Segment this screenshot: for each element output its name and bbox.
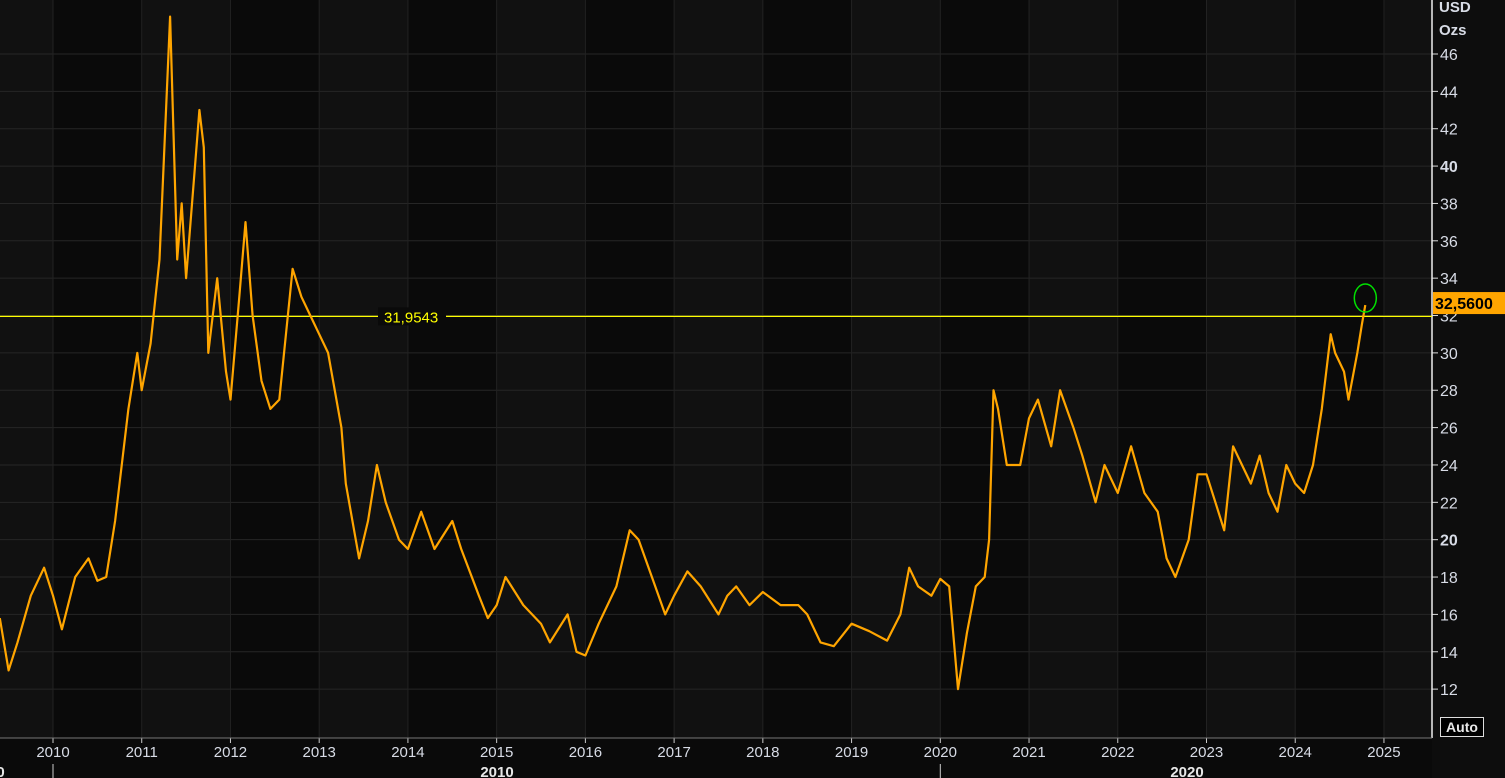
x-tick-label: 2015: [480, 744, 513, 761]
x-tick-label: 2016: [569, 744, 602, 761]
reference-label: 31,9543: [384, 309, 438, 326]
x-tick-label: 2024: [1279, 744, 1312, 761]
x-tick-label: 2021: [1012, 744, 1045, 761]
year-band: [0, 0, 53, 738]
year-band: [1206, 0, 1296, 738]
x-tick-label: 2014: [391, 744, 424, 761]
year-band: [851, 0, 941, 738]
y-tick-label: 46: [1440, 47, 1458, 64]
y-tick-label: 30: [1440, 346, 1458, 363]
last-point-marker: [1353, 283, 1378, 313]
auto-scale-button[interactable]: Auto: [1440, 717, 1484, 737]
year-band: [407, 0, 497, 738]
x-tick-label: 2022: [1101, 744, 1134, 761]
y-tick-label: 24: [1440, 458, 1458, 475]
y-tick-label: 18: [1440, 570, 1458, 587]
year-band: [53, 0, 142, 738]
year-band: [496, 0, 586, 738]
year-band: [762, 0, 852, 738]
y-tick-label: 42: [1440, 122, 1458, 139]
y-tick-label: 36: [1440, 234, 1458, 251]
x-tick-label: 2017: [657, 744, 690, 761]
x-tick-label: 2023: [1190, 744, 1223, 761]
last-value-label: 32,5600: [1435, 296, 1493, 313]
y-tick-label: 38: [1440, 196, 1458, 213]
year-band: [1295, 0, 1384, 738]
y-tick-label: 22: [1440, 495, 1458, 512]
x-tick-label: 2012: [214, 744, 247, 761]
reference-label-bg: [378, 307, 446, 326]
x-tick-label: 2011: [126, 744, 158, 761]
x-tick-label: 2019: [835, 744, 868, 761]
y-tick-label: 20: [1440, 533, 1458, 550]
y-tick-label: 26: [1440, 421, 1458, 438]
year-band: [1117, 0, 1207, 738]
x-tick-label: 2018: [746, 744, 779, 761]
unit-label: USD: [1439, 0, 1471, 16]
axis-panel: [1432, 0, 1505, 778]
y-tick-label: 28: [1440, 383, 1458, 400]
decade-label: 2010: [480, 764, 513, 778]
last-value-badge: [1433, 292, 1505, 315]
year-band: [674, 0, 763, 738]
decade-label: 2020: [1170, 764, 1203, 778]
year-band: [1029, 0, 1118, 738]
unit-label: Ozs: [1439, 22, 1467, 39]
y-tick-label: 40: [1440, 159, 1458, 176]
year-band: [319, 0, 408, 738]
y-tick-label: 16: [1440, 607, 1458, 624]
year-band: [141, 0, 231, 738]
decade-label: 2000: [0, 764, 5, 778]
year-band: [940, 0, 1030, 738]
x-tick-label: 2013: [303, 744, 336, 761]
year-band: [230, 0, 320, 738]
x-tick-label: 2010: [36, 744, 69, 761]
price-line: [0, 15, 1367, 691]
year-band: [1383, 0, 1432, 738]
x-tick-label: 2020: [924, 744, 957, 761]
year-band: [585, 0, 675, 738]
y-tick-label: 44: [1440, 84, 1458, 101]
y-tick-label: 12: [1440, 682, 1458, 699]
y-tick-label: 14: [1440, 645, 1458, 662]
x-tick-label: 2025: [1367, 744, 1400, 761]
y-tick-label: 34: [1440, 271, 1458, 288]
